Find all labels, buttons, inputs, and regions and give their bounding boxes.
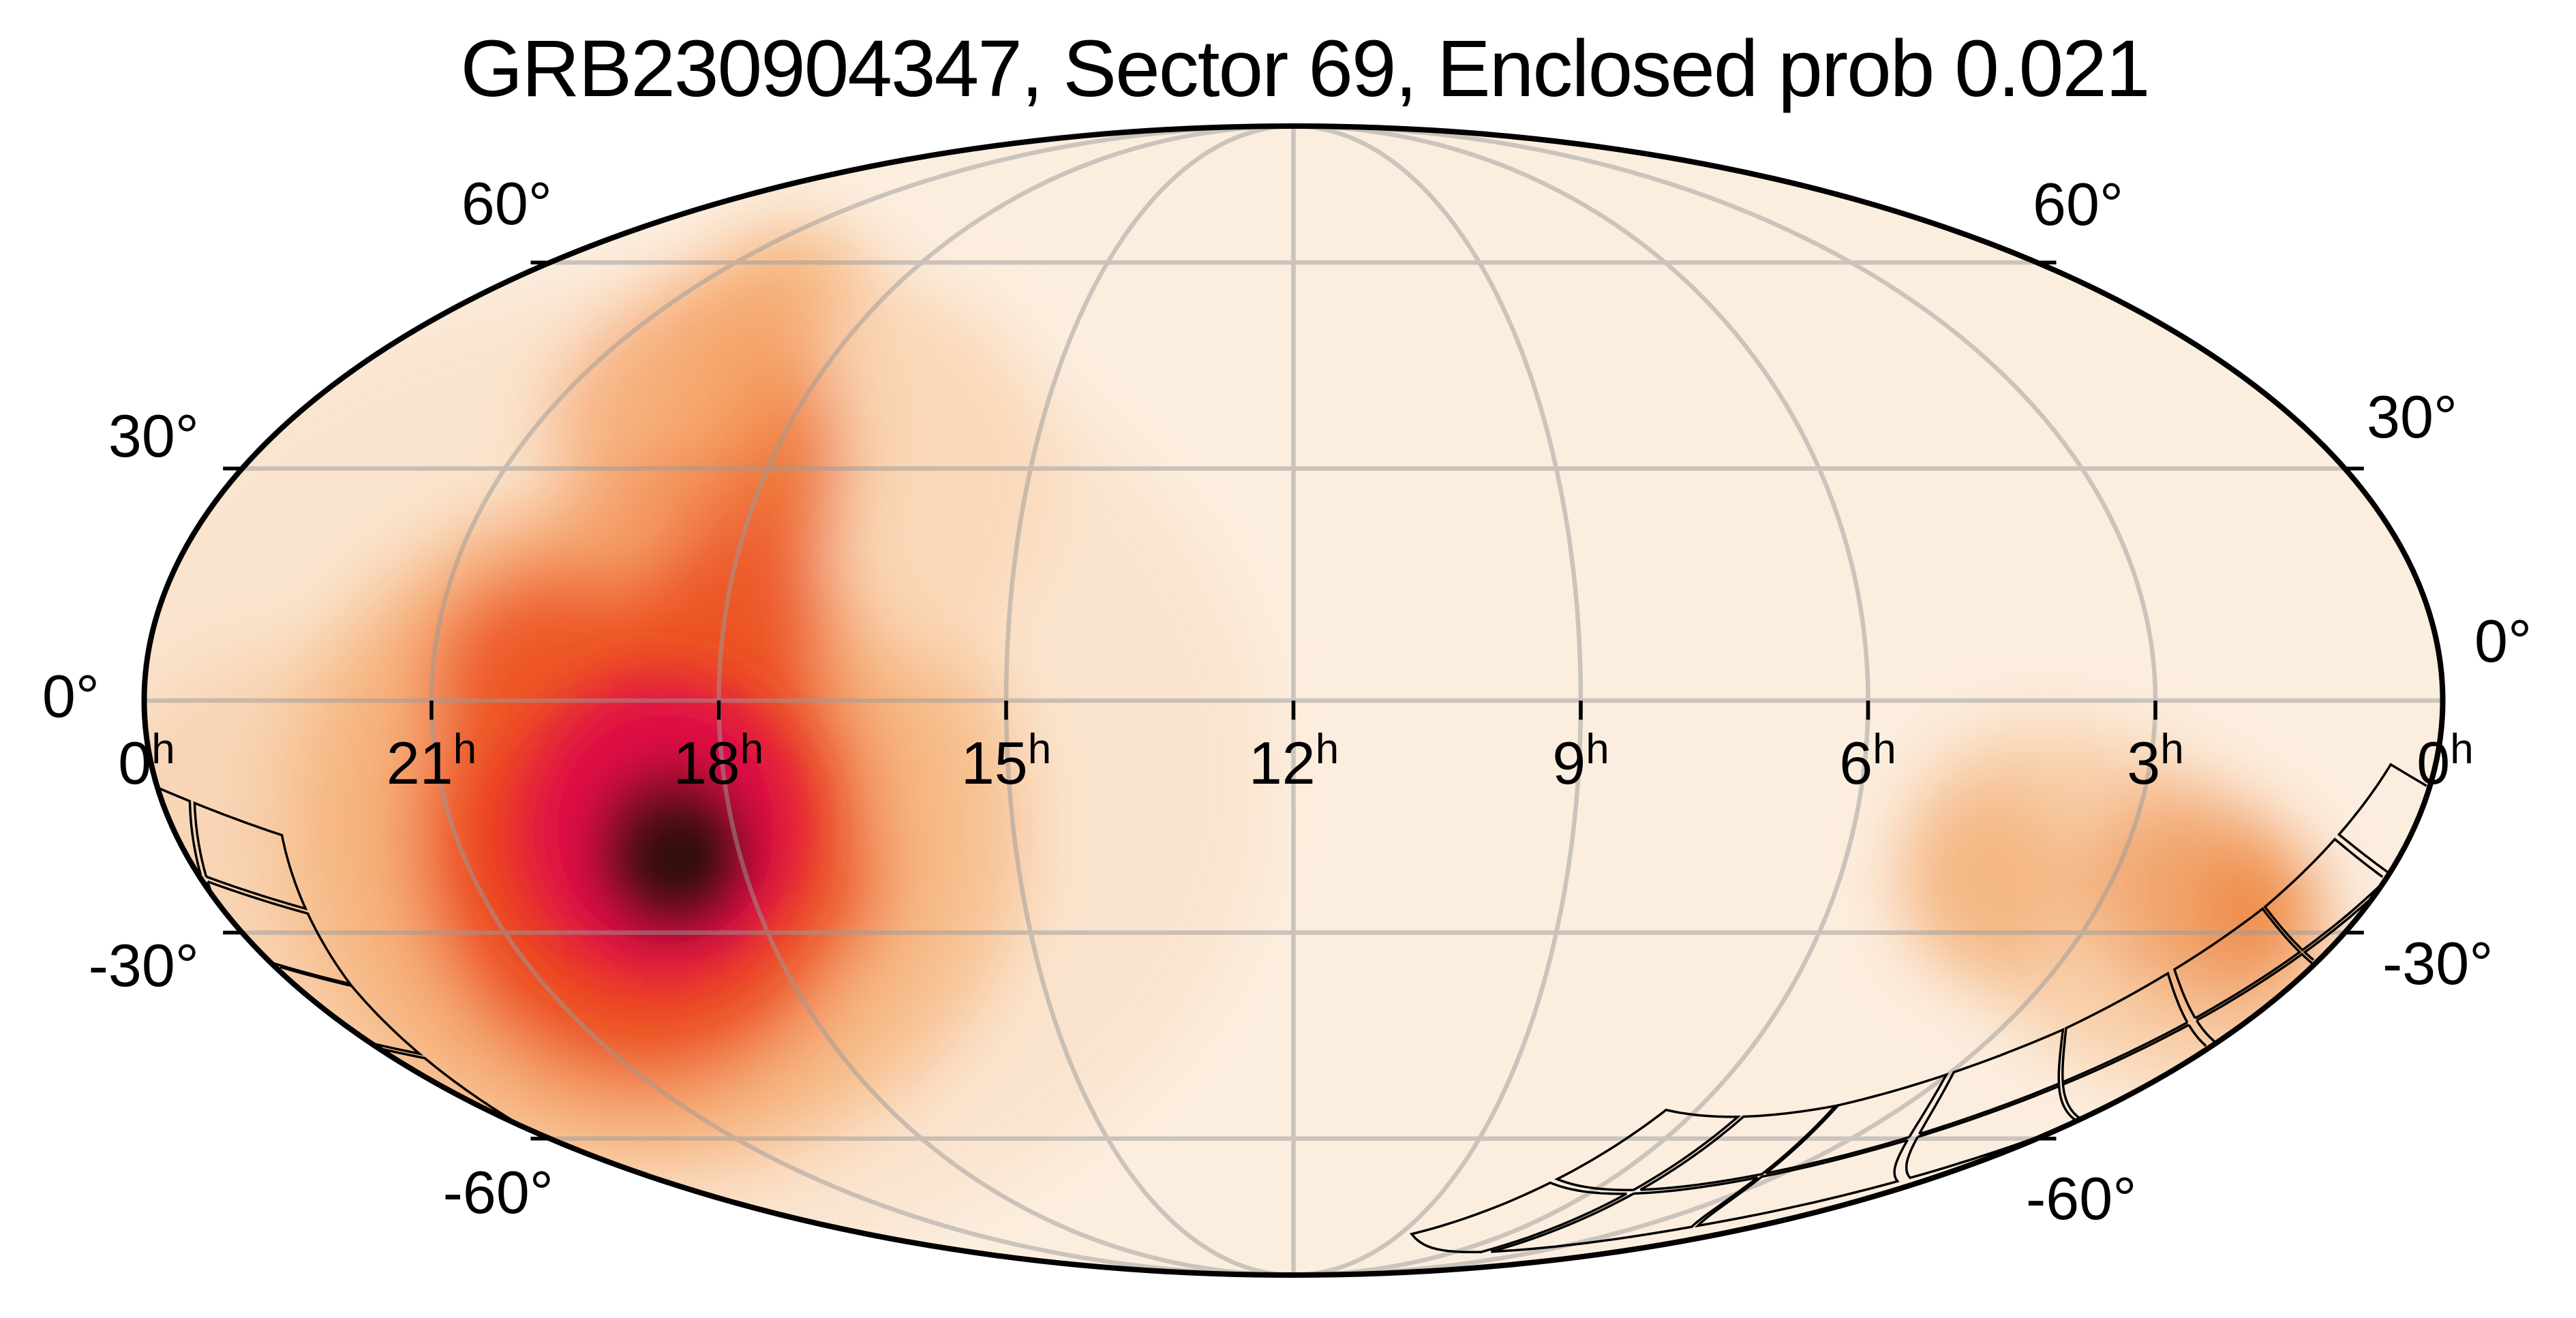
svg-text:30°: 30° (108, 402, 199, 470)
svg-text:60°: 60° (2033, 170, 2123, 238)
svg-text:-60°: -60° (443, 1159, 554, 1226)
svg-text:0°: 0° (2474, 607, 2532, 675)
svg-text:GRB230904347, Sector 69, Enclo: GRB230904347, Sector 69, Enclosed prob 0… (460, 24, 2149, 114)
svg-text:-30°: -30° (2382, 930, 2493, 997)
svg-text:60°: 60° (461, 170, 552, 237)
svg-text:-60°: -60° (2026, 1165, 2136, 1232)
svg-text:0°: 0° (42, 662, 100, 730)
svg-text:-30°: -30° (89, 932, 199, 999)
svg-text:30°: 30° (2367, 383, 2457, 450)
